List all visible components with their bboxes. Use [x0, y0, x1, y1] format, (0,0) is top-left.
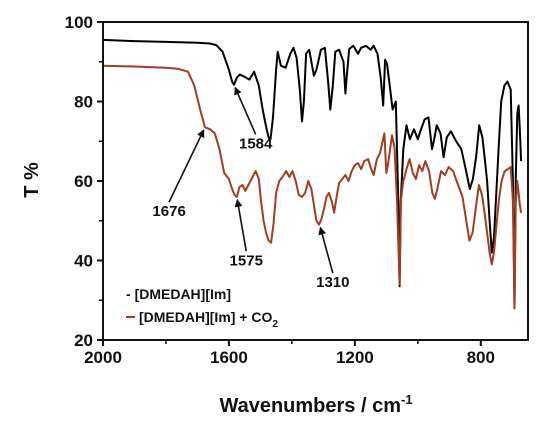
x-axis-title-superscript: -1 [401, 392, 413, 407]
y-tick-label-20: 20 [74, 331, 93, 350]
y-tick-label-40: 40 [74, 252, 93, 271]
legend-label-series-2: [DMEDAH][Im] + CO2 [139, 309, 278, 330]
annotation-arrow-1575 [234, 198, 248, 252]
annotation-arrow-1676 [168, 129, 205, 203]
legend-subscript: 2 [272, 319, 278, 330]
x-tick-label-1200: 1200 [336, 348, 374, 367]
y-axis-title: T % [21, 162, 43, 198]
legend: - [DMEDAH][Im] [DMEDAH][Im] + CO2 [126, 286, 278, 330]
annotation-label-1310: 1310 [316, 274, 349, 291]
annotation-arrow-1584 [234, 86, 257, 135]
x-axis-title: Wavenumbers / cm-1 [219, 392, 412, 417]
x-tick-label-2000: 2000 [84, 348, 122, 367]
y-tick-label-80: 80 [74, 93, 93, 112]
legend-label-series-1: - [DMEDAH][Im] [126, 286, 231, 302]
annotation-label-1575: 1575 [230, 252, 263, 269]
y-tick-label-100: 100 [65, 13, 93, 32]
y-tick-label-60: 60 [74, 172, 93, 191]
x-tick-label-1600: 1600 [210, 348, 248, 367]
series-line-1 [102, 38, 523, 310]
x-tick-label-800: 800 [467, 348, 495, 367]
series-line-2 [102, 64, 523, 310]
annotation-arrow-1310 [318, 226, 334, 274]
plot-area: 2000 1600 1200 800 20 40 60 80 100 1584 1676 1575 13… [65, 13, 529, 367]
annotation-label-1584: 1584 [239, 135, 273, 152]
annotation-label-1676: 1676 [152, 203, 185, 220]
